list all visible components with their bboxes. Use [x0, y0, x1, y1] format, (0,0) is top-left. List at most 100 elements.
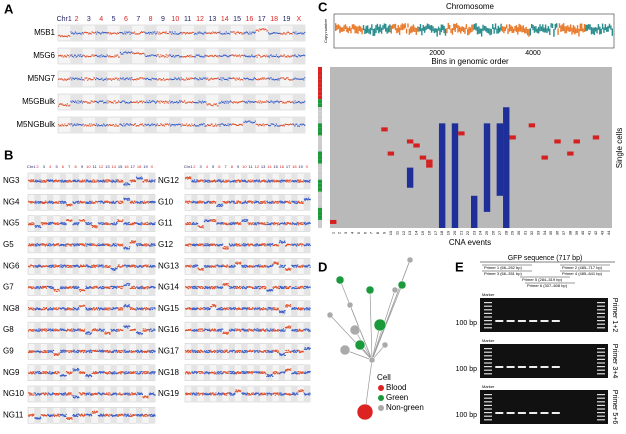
- cn-points: [185, 371, 192, 375]
- event-label: 9: [382, 231, 387, 234]
- cna-loss: [413, 143, 420, 148]
- cn-points: [291, 392, 299, 396]
- cn-points: [107, 31, 121, 35]
- cn-points: [303, 197, 311, 201]
- chrom-band: [203, 215, 210, 232]
- cn-bin: [525, 26, 527, 34]
- cna-gain: [471, 195, 478, 228]
- event-label: 28: [503, 230, 508, 235]
- cell-label: NG14: [158, 283, 179, 292]
- cn-bin: [430, 25, 433, 33]
- cn-points: [243, 31, 256, 35]
- ladder-band: [597, 401, 605, 403]
- chrom-band: [303, 194, 310, 211]
- event-label: 26: [490, 230, 495, 235]
- cn-points: [148, 328, 156, 332]
- cn-points: [95, 77, 108, 81]
- chrom-label: 3: [87, 16, 91, 23]
- cn-bin: [558, 23, 561, 28]
- cn-points: [104, 371, 112, 375]
- cn-points: [218, 77, 232, 81]
- cn-points: [40, 265, 48, 268]
- cn-bin: [351, 24, 354, 29]
- cn-points: [203, 285, 211, 290]
- cn-points: [129, 413, 137, 418]
- cn-bin: [551, 23, 554, 28]
- cn-points: [278, 285, 286, 290]
- cn-points: [235, 179, 242, 183]
- ladder-band: [484, 348, 492, 350]
- ladder-band: [484, 305, 492, 307]
- cn-bin: [596, 27, 598, 34]
- cn-bin: [364, 28, 366, 35]
- cn-bin: [396, 28, 398, 34]
- event-label: 24: [478, 230, 483, 235]
- cn-points: [123, 304, 131, 308]
- cn-bin: [582, 28, 584, 33]
- cn-points: [144, 100, 158, 104]
- chrom-band: [59, 215, 67, 232]
- chrom-label: 13: [208, 16, 216, 23]
- cn-points: [47, 392, 55, 396]
- cn-points: [91, 392, 99, 396]
- cn-points: [110, 179, 118, 183]
- row-color: [318, 75, 322, 80]
- cn-points: [66, 203, 74, 207]
- cn-bin: [454, 24, 456, 32]
- cn-points: [58, 77, 71, 81]
- chrom-band: [278, 194, 285, 211]
- cn-points: [297, 389, 305, 393]
- event-label: 42: [593, 230, 598, 235]
- cn-bin: [547, 26, 550, 32]
- cn-points: [78, 200, 86, 204]
- cn-points: [135, 285, 143, 290]
- chrom-label: 6: [218, 164, 221, 169]
- cn-bin: [507, 28, 509, 35]
- cn-points: [206, 77, 219, 81]
- chrom-band: [266, 386, 273, 402]
- cna-loss: [541, 155, 548, 160]
- cn-points: [278, 328, 286, 332]
- cn-points: [72, 368, 80, 372]
- gel-band: [517, 366, 526, 368]
- cn-points: [59, 328, 67, 332]
- cn-points: [110, 200, 118, 204]
- chrom-label: 19: [298, 164, 303, 169]
- cn-points: [266, 328, 274, 332]
- cn-points: [210, 243, 217, 247]
- cn-bin: [578, 28, 580, 37]
- cn-bin: [537, 26, 540, 34]
- cn-points: [78, 218, 86, 222]
- chrom-band: [278, 343, 285, 360]
- cn-bin: [339, 25, 341, 34]
- cn-bin: [518, 23, 520, 32]
- cn-bin: [604, 24, 607, 31]
- cn-points: [132, 77, 145, 81]
- ladder-band: [484, 316, 492, 318]
- primer-label: Primer 5 (284–519 bp): [522, 277, 563, 282]
- cn-bin: [389, 24, 391, 33]
- cn-points: [266, 221, 274, 226]
- chrom-band: [97, 322, 105, 339]
- cn-points: [206, 103, 219, 107]
- cn-points: [243, 77, 256, 81]
- cell-label: NG11: [3, 410, 24, 419]
- row-color: [318, 203, 322, 208]
- cn-bin: [576, 25, 579, 33]
- cn-points: [253, 285, 261, 290]
- chrom-band: [291, 258, 298, 275]
- chrom-band: [34, 215, 41, 232]
- cn-bin: [344, 24, 347, 30]
- ladder-band: [484, 327, 492, 329]
- cn-points: [82, 54, 96, 58]
- cn-points: [70, 123, 83, 127]
- cn-points: [197, 349, 205, 354]
- cn-points: [53, 222, 61, 226]
- cn-points: [169, 54, 182, 58]
- cn-points: [142, 200, 150, 204]
- cna-gain: [483, 123, 491, 212]
- cn-bin: [530, 23, 533, 29]
- panel-letter: A: [4, 1, 14, 16]
- chrom-label: 6: [62, 164, 65, 169]
- cn-points: [247, 285, 255, 289]
